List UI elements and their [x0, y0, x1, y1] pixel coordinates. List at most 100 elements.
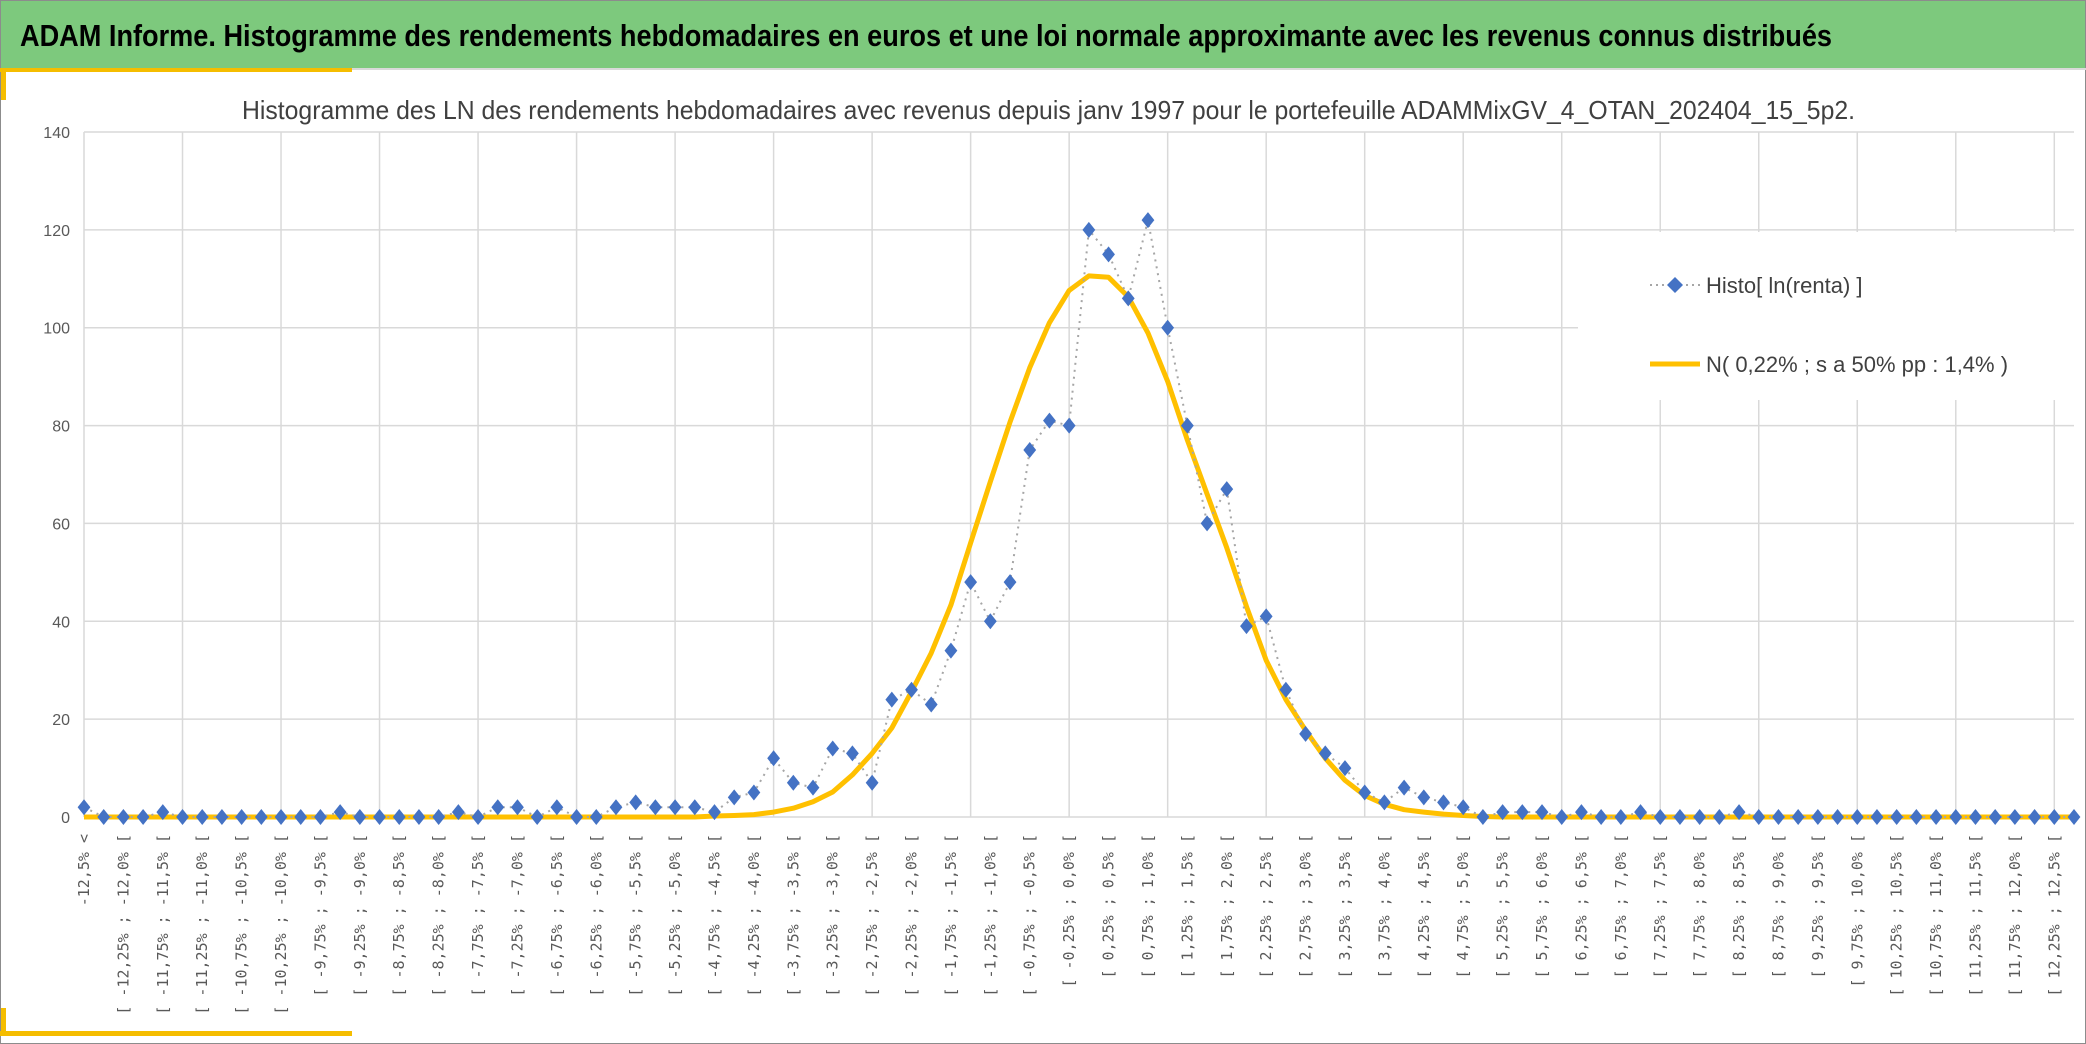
- y-tick-label: 40: [52, 614, 70, 631]
- x-tick-label: [ 12,25% ; 12,5% [: [2045, 834, 2063, 997]
- legend-normal-label: N( 0,22% ; s a 50% pp : 1,4% ): [1706, 352, 2008, 377]
- histogram-point: [1318, 745, 1332, 762]
- histogram-point: [1476, 809, 1490, 825]
- histogram-point: [314, 809, 327, 825]
- accent-bottom-left-line: [1, 1008, 6, 1036]
- x-tick-label: [ -9,75% ; -9,5% [: [311, 834, 329, 997]
- x-tick-label: [ -10,75% ; -10,5% [: [233, 834, 251, 1015]
- histogram-point: [471, 809, 485, 825]
- histogram-point: [1653, 809, 1667, 825]
- histogram-point: [176, 809, 189, 825]
- histogram-point: [195, 809, 209, 825]
- x-tick-label: [ 8,75% ; 9,0% [: [1769, 834, 1787, 979]
- histogram-point: [1575, 804, 1588, 821]
- histogram-point: [1397, 779, 1411, 796]
- x-tick-label: [ 11,25% ; 11,5% [: [1966, 834, 1984, 997]
- x-tick-label: [ 5,75% ; 6,0% [: [1533, 834, 1551, 979]
- histogram-point: [1712, 809, 1726, 825]
- histogram-point: [373, 809, 386, 825]
- legend-box: [1578, 232, 2078, 400]
- x-tick-label: [ -5,75% ; -5,5% [: [627, 834, 645, 997]
- histogram-point: [846, 745, 859, 762]
- x-tick-label: [ 6,75% ; 7,0% [: [1612, 834, 1630, 979]
- x-tick-label: [ 4,75% ; 5,0% [: [1454, 834, 1472, 979]
- x-tick-label: [ 3,75% ; 4,0% [: [1375, 834, 1393, 979]
- x-tick-label: [ 0,75% ; 1,0% [: [1139, 834, 1157, 979]
- histogram-point: [1456, 799, 1470, 816]
- histogram-point: [1870, 809, 1884, 825]
- x-tick-label: [ 7,75% ; 8,0% [: [1691, 834, 1709, 979]
- histogram-point: [1890, 809, 1904, 825]
- histogram-point: [1929, 809, 1943, 825]
- histogram-point: [1909, 809, 1923, 825]
- x-tick-label: [ -0,25% ; 0,0% [: [1060, 834, 1078, 988]
- histogram-point: [688, 799, 702, 816]
- x-tick-label: [ -6,25% ; -6,0% [: [587, 834, 605, 997]
- corner-accents: [0, 68, 352, 1036]
- x-tick-label: [ -11,75% ; -11,5% [: [154, 834, 172, 1015]
- histogram-point: [392, 809, 406, 825]
- histogram-point: [136, 809, 150, 825]
- histogram-point: [1515, 804, 1529, 821]
- histogram-point: [905, 681, 918, 698]
- histogram-point: [1338, 760, 1352, 777]
- y-tick-label: 80: [52, 419, 70, 436]
- x-tick-label: -12,5% <: [75, 834, 93, 906]
- histogram-point: [668, 799, 682, 816]
- header-title: ADAM Informe. Histogramme des rendements…: [20, 18, 1832, 53]
- histogram-point: [353, 809, 367, 825]
- x-tick-label: [ -9,25% ; -9,0% [: [351, 834, 369, 997]
- histogram-point: [747, 784, 761, 801]
- x-tick-label: [ -7,75% ; -7,5% [: [469, 834, 487, 997]
- histogram-point: [1259, 608, 1273, 625]
- x-tick-label: [ -4,25% ; -4,0% [: [745, 834, 763, 997]
- histogram-point: [1121, 290, 1135, 307]
- x-tick-label: [ -12,25% ; -12,0% [: [114, 834, 132, 1015]
- x-tick-label: [ 11,75% ; 12,0% [: [2006, 834, 2024, 997]
- histogram-point: [2067, 809, 2081, 825]
- histogram-point: [156, 804, 170, 821]
- x-tick-label: [ -8,75% ; -8,5% [: [390, 834, 408, 997]
- y-tick-label: 20: [52, 712, 70, 729]
- y-tick-label: 140: [43, 125, 70, 142]
- histogram-point: [1240, 618, 1253, 635]
- histogram-point: [412, 809, 426, 825]
- x-tick-label: [ 10,75% ; 11,0% [: [1927, 834, 1945, 997]
- x-tick-label: [ 2,75% ; 3,0% [: [1297, 834, 1315, 979]
- histogram-point: [1023, 442, 1037, 459]
- histogram-point: [2028, 809, 2041, 825]
- histogram-point: [767, 750, 781, 767]
- histogram-point: [1102, 246, 1115, 263]
- histogram-point: [511, 799, 524, 816]
- x-tick-label: [ -1,75% ; -1,5% [: [942, 834, 960, 997]
- histogram-point: [1673, 809, 1687, 825]
- histogram-point: [1062, 417, 1076, 434]
- x-axis-labels: -12,5% < [ -12,25% ; -12,0% [ [ -11,75% ; …: [75, 834, 2063, 1015]
- histogram-series: [77, 212, 2081, 825]
- histogram-point: [1811, 809, 1825, 825]
- y-tick-label: 60: [52, 516, 70, 533]
- x-tick-label: [ -11,25% ; -11,0% [: [193, 834, 211, 1015]
- histogram-point: [885, 691, 899, 708]
- histogram-point: [1377, 794, 1391, 811]
- y-tick-label: 0: [61, 810, 70, 827]
- histogram-point: [609, 799, 623, 816]
- x-tick-label: [ 6,25% ; 6,5% [: [1572, 834, 1590, 979]
- histogram-point: [215, 809, 229, 825]
- histogram-point: [964, 574, 978, 591]
- histogram-point: [1141, 212, 1155, 229]
- histogram-point: [1969, 809, 1982, 825]
- histogram-point: [806, 779, 820, 796]
- x-tick-label: [ 1,25% ; 1,5% [: [1178, 834, 1196, 979]
- histogram-point: [1850, 809, 1864, 825]
- x-tick-label: [ -2,75% ; -2,5% [: [863, 834, 881, 997]
- histogram-point: [865, 774, 879, 791]
- x-tick-label: [ -2,25% ; -2,0% [: [903, 834, 921, 997]
- histogram-point: [589, 809, 603, 825]
- legend: Histo[ ln(renta) ] N( 0,22% ; s a 50% pp…: [1578, 232, 2078, 400]
- histogram-point: [924, 696, 938, 713]
- histogram-point: [333, 804, 347, 821]
- histogram-point: [944, 642, 958, 659]
- histogram-point: [1988, 809, 2002, 825]
- histogram-point: [1535, 804, 1549, 821]
